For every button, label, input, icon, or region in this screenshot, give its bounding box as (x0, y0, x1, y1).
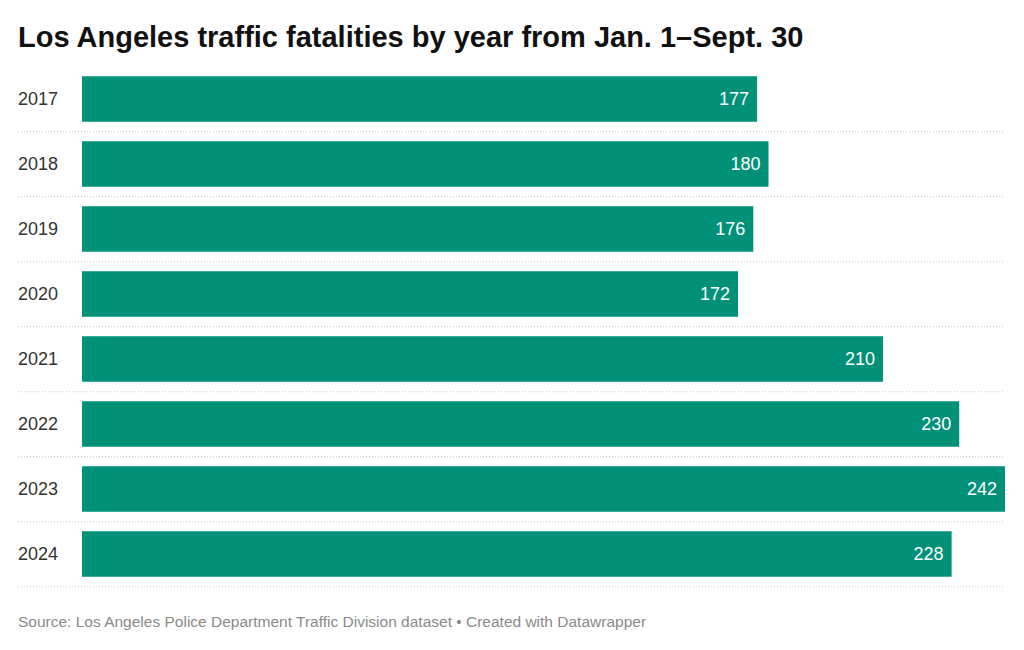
row-separator (18, 391, 1005, 392)
bar (82, 531, 952, 577)
tick-label: 2018 (18, 154, 58, 174)
tick: 2023 (18, 479, 58, 499)
row-separators (18, 132, 1005, 587)
row-separator (18, 326, 1005, 327)
data-label: 228 (914, 544, 944, 564)
bar (82, 76, 757, 122)
bar (82, 336, 883, 382)
title: Los Angeles traffic fatalities by year f… (18, 21, 803, 53)
tick-label: 2017 (18, 89, 58, 109)
bar (82, 271, 738, 317)
tick-label: 2019 (18, 219, 58, 239)
data-label: 180 (730, 154, 760, 174)
data-labels: 177 180 176 172 210 230 242 228 (700, 89, 997, 564)
tick-label: 2024 (18, 544, 58, 564)
source: Source: Los Angeles Police Department Tr… (18, 613, 646, 630)
bar (82, 141, 769, 187)
bar (82, 206, 753, 252)
data-label: 177 (719, 89, 749, 109)
chart: Los Angeles traffic fatalities by year f… (0, 0, 1024, 650)
tick-label: 2022 (18, 414, 58, 434)
row-separator (18, 261, 1005, 262)
tick-label: 2020 (18, 284, 58, 304)
data-label: 176 (715, 219, 745, 239)
data-label: 242 (967, 479, 997, 499)
y-axis: 2017 2018 2019 2020 2021 2022 2023 2024 (18, 89, 58, 564)
data-label: 210 (845, 349, 875, 369)
data-label: 230 (921, 414, 951, 434)
row-separator (18, 456, 1005, 457)
bar (82, 466, 1005, 512)
row-separator (18, 521, 1005, 522)
tick: 2024 (18, 544, 58, 564)
tick: 2020 (18, 284, 58, 304)
data-label: 172 (700, 284, 730, 304)
tick: 2019 (18, 219, 58, 239)
tick: 2021 (18, 349, 58, 369)
tick: 2022 (18, 414, 58, 434)
tick-label: 2023 (18, 479, 58, 499)
bars (82, 76, 1005, 577)
row-separator (18, 196, 1005, 197)
tick-label: 2021 (18, 349, 58, 369)
row-separator (18, 131, 1005, 132)
bar (82, 401, 959, 447)
tick: 2017 (18, 89, 58, 109)
row-separator (18, 586, 1005, 587)
tick: 2018 (18, 154, 58, 174)
